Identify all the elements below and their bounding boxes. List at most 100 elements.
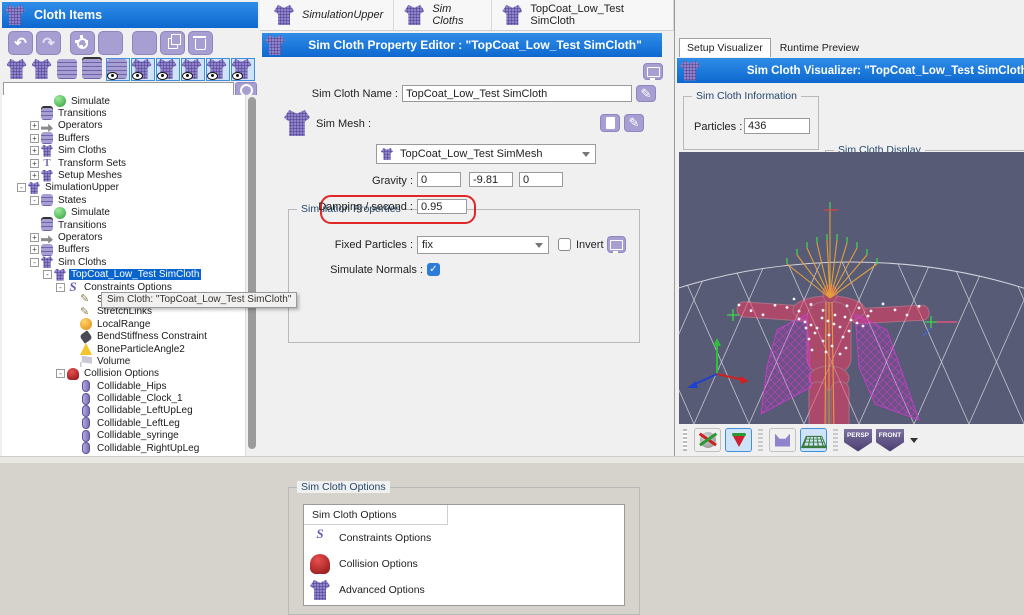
- fixed-particles-dropdown[interactable]: fix: [417, 236, 549, 254]
- viewport-3d[interactable]: [679, 152, 1024, 424]
- expand-toggle[interactable]: +: [30, 245, 39, 255]
- options-row[interactable]: Advanced Options: [304, 577, 624, 603]
- cloth-body-button[interactable]: [31, 58, 55, 81]
- tree-item[interactable]: StretchLinks: [2, 306, 245, 318]
- new-doc-button[interactable]: [98, 31, 123, 55]
- tree-item[interactable]: - Sim Cloths: [2, 256, 245, 269]
- persp-view-button[interactable]: PERSP: [844, 428, 872, 452]
- cloth-item-icon: [6, 59, 27, 79]
- invert-view-button[interactable]: [607, 236, 626, 253]
- gear-button[interactable]: [70, 31, 95, 55]
- tree-item[interactable]: - TopCoat_Low_Test SimCloth: [2, 268, 245, 281]
- expand-toggle[interactable]: +: [30, 171, 39, 181]
- new-mesh-button[interactable]: [600, 114, 620, 132]
- tree-item[interactable]: Volume: [2, 355, 245, 368]
- state-stack-button[interactable]: [56, 58, 80, 81]
- operators-icon: [41, 123, 53, 132]
- simulate-normals-checkbox[interactable]: ✓: [427, 263, 440, 276]
- options-row[interactable]: Collision Options: [304, 551, 624, 577]
- tree-item[interactable]: Collidable_syringe: [2, 429, 245, 442]
- edit-mesh-button[interactable]: [624, 114, 644, 132]
- breadcrumb-item[interactable]: TopCoat_Low_Test SimCloth: [492, 0, 674, 30]
- tree-item[interactable]: + Buffers: [2, 132, 245, 145]
- search-input[interactable]: [3, 82, 234, 99]
- toolbar-handle: [683, 429, 687, 451]
- visualizer-tab[interactable]: Runtime Preview: [779, 42, 860, 54]
- world-axis-button[interactable]: [694, 428, 721, 452]
- damping-input[interactable]: [417, 199, 467, 214]
- tree-item[interactable]: - Collision Options: [2, 367, 245, 380]
- transition-stack-button[interactable]: [81, 58, 105, 81]
- copy-button[interactable]: [160, 31, 185, 55]
- tree-item[interactable]: + Setup Meshes: [2, 169, 245, 182]
- breadcrumb-item[interactable]: SimulationUpper: [264, 0, 395, 30]
- tree-item[interactable]: BoneParticleAngle2: [2, 343, 245, 355]
- show-states-button[interactable]: [106, 57, 130, 81]
- expand-toggle[interactable]: -: [17, 183, 26, 193]
- gravity-y-input[interactable]: [469, 172, 513, 187]
- cloth-icon: [41, 144, 53, 157]
- tree-item-label: TopCoat_Low_Test SimCloth: [69, 269, 202, 281]
- show-small-cloth-button[interactable]: [206, 57, 230, 81]
- gravity-x-input[interactable]: [417, 172, 461, 187]
- cloth-item-button[interactable]: [6, 58, 30, 81]
- tree-item-label: Sim Cloths: [58, 145, 107, 157]
- expand-toggle[interactable]: +: [30, 121, 39, 131]
- options-row[interactable]: Constraints Options: [304, 525, 624, 551]
- tree-item[interactable]: - SimulationUpper: [2, 181, 245, 194]
- tree-item[interactable]: LocalRange: [2, 318, 245, 331]
- show-cloth-button[interactable]: [231, 57, 255, 81]
- sim-cloth-name-input[interactable]: [402, 85, 632, 102]
- tree-item[interactable]: + Operators: [2, 231, 245, 244]
- invert-checkbox[interactable]: [558, 238, 571, 251]
- scrollbar-thumb[interactable]: [248, 97, 256, 449]
- tree-item[interactable]: Collidable_Hips: [2, 380, 245, 393]
- expand-toggle[interactable]: -: [30, 195, 39, 205]
- breadcrumb-item[interactable]: Sim Cloths: [394, 0, 493, 30]
- edit-name-button[interactable]: [636, 85, 656, 102]
- expand-toggle[interactable]: -: [56, 282, 65, 292]
- show-sim-cloth-button[interactable]: [131, 57, 155, 81]
- tree-scrollbar[interactable]: [245, 95, 259, 456]
- pin-view-button[interactable]: [643, 63, 663, 80]
- tree-item[interactable]: - Constraints Options: [2, 281, 245, 293]
- visualizer-tab[interactable]: Setup Visualizer: [679, 38, 771, 57]
- view-dropdown-caret[interactable]: [910, 437, 918, 443]
- sim-mesh-dropdown[interactable]: TopCoat_Low_Test SimMesh: [376, 144, 596, 164]
- tree-item[interactable]: + Operators: [2, 120, 245, 132]
- expand-toggle[interactable]: -: [56, 369, 65, 379]
- trash-button[interactable]: [188, 31, 213, 55]
- expand-toggle[interactable]: +: [30, 146, 39, 156]
- redo-button[interactable]: [36, 31, 61, 55]
- show-gravity-button[interactable]: [725, 428, 752, 452]
- show-press-button[interactable]: [156, 57, 180, 81]
- tree-item[interactable]: + Sim Cloths: [2, 144, 245, 157]
- expand-toggle[interactable]: -: [43, 270, 52, 280]
- expand-toggle[interactable]: +: [30, 232, 39, 242]
- tree-item[interactable]: + Transform Sets: [2, 157, 245, 169]
- gravity-z-input[interactable]: [519, 172, 563, 187]
- tree-item[interactable]: Simulate: [2, 95, 245, 108]
- tree-item[interactable]: - States: [2, 194, 245, 207]
- tree-item[interactable]: Transitions: [2, 219, 245, 232]
- tree-item[interactable]: Simulate: [2, 206, 245, 219]
- sim-cloth-options-group: Sim Cloth Options Sim Cloth Options Cons…: [288, 481, 640, 615]
- tree-item[interactable]: Collidable_LeftLeg: [2, 417, 245, 430]
- cloth-icon: [680, 60, 700, 81]
- cloth-items-tree: Simulate Transitions + Operators +: [2, 95, 245, 456]
- undo-button[interactable]: [8, 31, 33, 55]
- show-grid-button[interactable]: [800, 428, 827, 452]
- frame-selection-button[interactable]: [769, 428, 796, 452]
- tree-item[interactable]: BendStiffness Constraint: [2, 329, 245, 344]
- expand-toggle[interactable]: +: [30, 158, 39, 168]
- tree-item[interactable]: + Buffers: [2, 243, 245, 256]
- expand-toggle[interactable]: -: [30, 257, 39, 267]
- tree-item[interactable]: Collidable_Clock_1: [2, 392, 245, 405]
- tree-item[interactable]: Transitions: [2, 107, 245, 120]
- tree-item[interactable]: Collidable_RightUpLeg: [2, 442, 245, 455]
- tree-item[interactable]: Collidable_LeftUpLeg: [2, 404, 245, 417]
- show-mesh-button[interactable]: [181, 57, 205, 81]
- front-view-button[interactable]: FRONT: [876, 428, 904, 452]
- edit-button[interactable]: [132, 31, 157, 55]
- expand-toggle[interactable]: +: [30, 133, 39, 143]
